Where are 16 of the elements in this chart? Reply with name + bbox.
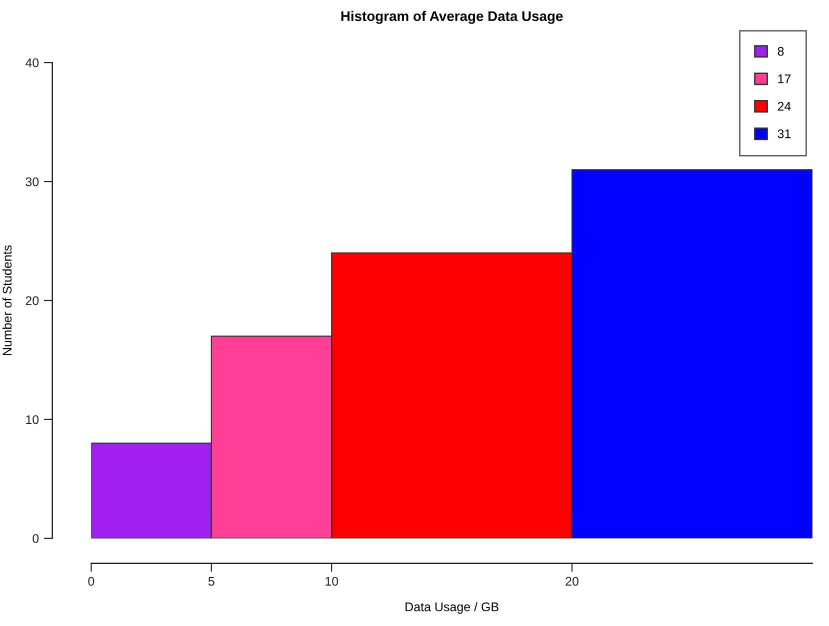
y-tick-label: 40 <box>25 58 39 68</box>
x-axis-title: Data Usage / GB <box>406 602 498 614</box>
legend-label: 17 <box>778 74 791 84</box>
x-tick-label: 5 <box>208 577 214 586</box>
chart-title: Histogram of Average Data Usage <box>341 10 563 24</box>
x-tick-label: 0 <box>88 576 94 586</box>
y-axis-title: Number of Students <box>2 245 12 356</box>
legend-label: 24 <box>778 102 791 111</box>
x-tick-label: 20 <box>566 576 578 586</box>
y-tick-label: 20 <box>26 296 39 306</box>
legend-label: 31 <box>778 129 791 138</box>
y-tick-label: 30 <box>26 177 39 186</box>
y-tick-label: 10 <box>26 415 39 424</box>
x-tick-label: 10 <box>326 576 338 586</box>
y-tick-label: 0 <box>32 534 39 544</box>
legend-label: 8 <box>778 46 784 56</box>
